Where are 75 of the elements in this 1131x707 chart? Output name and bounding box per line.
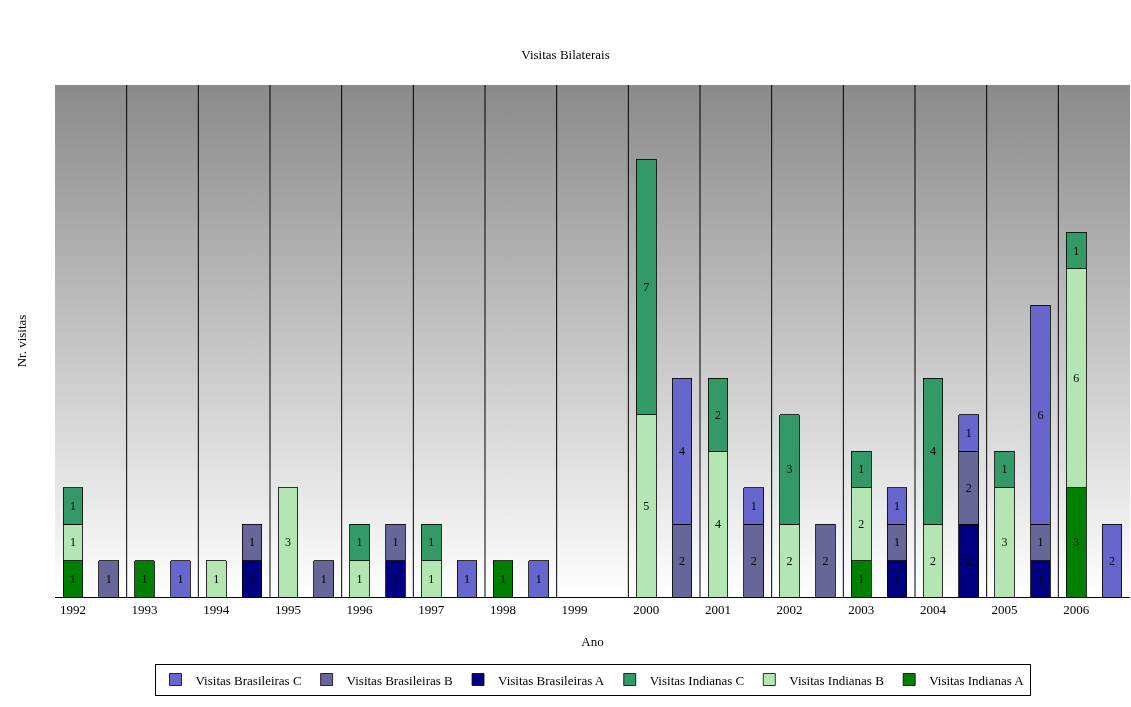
legend-label: Visitas Indianas C	[649, 672, 745, 688]
data-label: 2	[786, 553, 793, 568]
y-axis-title: Nr. visitas	[13, 314, 29, 368]
data-label: 1	[249, 571, 256, 586]
data-label: 3	[786, 462, 793, 477]
data-label: 1	[894, 498, 901, 513]
data-label: 3	[1073, 535, 1080, 550]
legend-label: Visitas Indianas A	[929, 672, 1025, 688]
data-label: 1	[69, 535, 76, 550]
data-label: 1	[249, 535, 256, 550]
data-label: 4	[679, 444, 686, 459]
data-label: 2	[750, 553, 757, 568]
data-label: 1	[428, 571, 435, 586]
x-tick-label: 2006	[1063, 601, 1090, 617]
x-tick-label: 1994	[203, 601, 230, 617]
legend-label: Visitas Brasileiras B	[346, 672, 454, 688]
x-tick-label: 1997	[418, 601, 445, 617]
legend-label: Visitas Brasileiras C	[195, 672, 302, 688]
data-label: 2	[822, 553, 829, 568]
data-label: 2	[965, 553, 972, 568]
data-label: 2	[714, 407, 721, 422]
data-label: 1	[858, 571, 865, 586]
data-label: 1	[392, 571, 399, 586]
data-label: 1	[464, 571, 471, 586]
data-label: 1	[1037, 571, 1044, 586]
data-label: 1	[894, 535, 901, 550]
data-label: 7	[643, 280, 650, 295]
chart-title: Visitas Bilaterais	[521, 46, 610, 62]
x-tick-label: 1992	[59, 601, 86, 617]
data-label: 1	[105, 571, 112, 586]
data-label: 4	[714, 517, 721, 532]
x-tick-label: 2001	[704, 601, 731, 617]
data-label: 2	[965, 480, 972, 495]
legend-label: Visitas Brasileiras A	[498, 672, 605, 688]
data-label: 1	[535, 571, 542, 586]
data-label: 1	[69, 498, 76, 513]
data-label: 3	[1001, 535, 1008, 550]
x-tick-label: 2004	[919, 601, 947, 617]
data-label: 1	[499, 571, 506, 586]
x-tick-label: 1999	[561, 601, 588, 617]
data-label: 2	[679, 553, 686, 568]
x-tick-label: 2002	[776, 601, 803, 617]
data-label: 1	[177, 571, 184, 586]
data-label: 2	[929, 553, 936, 568]
data-label: 1	[428, 535, 435, 550]
x-tick-label: 2000	[633, 601, 660, 617]
x-tick-label: 2005	[991, 601, 1018, 617]
legend-label: Visitas Indianas B	[789, 672, 885, 688]
data-label: 1	[392, 535, 399, 550]
x-tick-label: 1996	[346, 601, 374, 617]
data-label: 6	[1073, 371, 1080, 386]
data-label: 4	[929, 444, 936, 459]
data-label: 1	[213, 571, 220, 586]
data-label: 1	[356, 535, 363, 550]
data-label: 1	[69, 571, 76, 586]
data-label: 3	[284, 535, 291, 550]
x-tick-label: 1995	[274, 601, 301, 617]
data-label: 1	[1001, 462, 1008, 477]
x-tick-label: 1993	[131, 601, 158, 617]
x-tick-label: 2003	[848, 601, 875, 617]
x-axis-title: Ano	[581, 634, 604, 649]
data-label: 2	[1109, 553, 1116, 568]
data-label: 1	[320, 571, 327, 586]
data-label: 1	[894, 571, 901, 586]
data-label: 1	[750, 498, 757, 513]
data-label: 5	[643, 498, 650, 513]
data-label: 1	[356, 571, 363, 586]
data-label: 1	[1073, 243, 1080, 258]
data-label: 1	[141, 571, 148, 586]
x-tick-label: 1998	[489, 601, 516, 617]
data-label: 6	[1037, 407, 1044, 422]
data-label: 1	[965, 425, 972, 440]
data-label: 1	[1037, 535, 1044, 550]
data-label: 1	[858, 462, 865, 477]
data-label: 2	[858, 517, 865, 532]
